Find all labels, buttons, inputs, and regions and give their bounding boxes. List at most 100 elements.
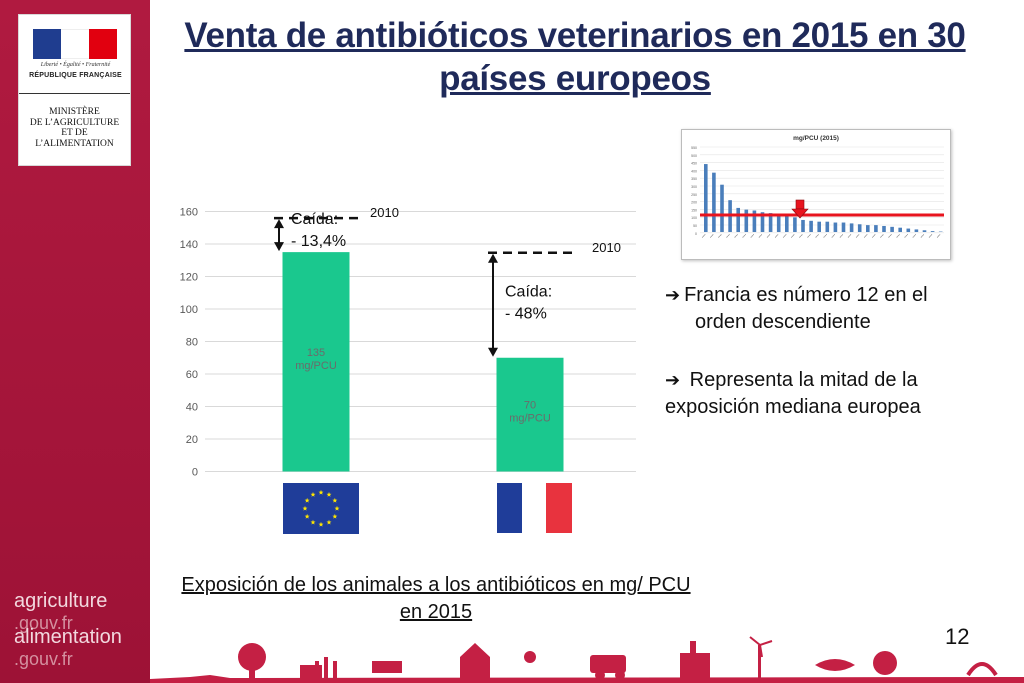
thumbnail-category-tick: ▪▪▪▪: [911, 233, 917, 239]
thumbnail-bar: [785, 215, 789, 232]
thumbnail-bar: [752, 210, 757, 232]
thumbnail-category-tick: ▪▪▪▪: [774, 233, 780, 239]
y-axis-ticks: 0 20 40 60 80 100 120 140 160: [180, 207, 198, 479]
thumbnail-bar: [776, 214, 781, 232]
thumbnail-tick-label: 350: [691, 177, 697, 181]
thumbnail-chart-svg: mg/PCU (2015) 55050045040035030025020015…: [691, 135, 944, 239]
thumbnail-bar: [857, 224, 862, 232]
bar-value-label: 135: [307, 347, 325, 359]
bar-value-label: 70: [524, 400, 536, 412]
thumbnail-tick-label: 0: [695, 232, 697, 236]
thumbnail-tick-label: 400: [691, 169, 697, 173]
eu-star: [304, 513, 310, 519]
ministry-name: MINISTÈRE DE L’AGRICULTURE ET DE L’ALIME…: [29, 107, 120, 149]
y-tick-label: 80: [186, 337, 198, 349]
thumbnail-category-tick: ▪▪▪▪: [846, 233, 852, 239]
thumbnail-bar: [882, 225, 886, 232]
thumbnail-category-tick: ▪▪▪▪: [895, 233, 901, 239]
eu-star: [332, 497, 338, 503]
y-tick-label: 40: [186, 402, 198, 414]
thumbnail-category-tick: ▪▪▪▪: [733, 233, 739, 239]
page-number: 12: [945, 624, 970, 649]
thumbnail-category-labels: ▪▪▪▪ ▪▪▪▪ ▪▪▪▪ ▪▪▪▪ ▪▪▪▪ ▪▪▪▪ ▪▪▪▪ ▪▪▪▪ ▪▪▪▪ ▪▪▪▪…: [701, 233, 942, 239]
y-tick-label: 20: [186, 434, 198, 446]
thumbnail-bar: [898, 227, 902, 232]
thumbnail-bar: [906, 228, 911, 232]
thumbnail-category-tick: ▪▪▪▪: [863, 233, 869, 239]
sidebar: Liberté • Égalité • Fraternité RÉPUBLIQU…: [0, 0, 150, 683]
eu-star: [318, 489, 324, 495]
ministry-logo: Liberté • Égalité • Fraternité RÉPUBLIQU…: [18, 14, 131, 166]
thumbnail-tick-label: 300: [691, 185, 697, 189]
drop-value: - 13,4%: [291, 233, 346, 250]
thumbnail-bar: [712, 172, 716, 232]
bar-francia: [496, 357, 564, 472]
thumbnail-category-tick: ▪▪▪▪: [741, 233, 747, 239]
thumbnail-tick-label: 250: [691, 193, 697, 197]
brand-alimentation: alimentation .gouv.fr: [14, 626, 122, 669]
eu-star: [326, 519, 332, 525]
thumbnail-bar: [849, 223, 854, 232]
y-tick-label: 160: [180, 207, 198, 219]
thumbnail-bar: [736, 207, 740, 232]
bar-europa: [282, 252, 350, 472]
eu-flag-icon: [283, 483, 359, 534]
thumbnail-category-tick: ▪▪▪▪: [822, 233, 828, 239]
y-tick-label: 60: [186, 369, 198, 381]
thumbnail-category-tick: ▪▪▪▪: [749, 233, 755, 239]
slide-title: Venta de antibióticos veterinarios en 20…: [184, 16, 966, 98]
logo-divider: [19, 93, 130, 94]
chart-annotations: 2010 Caída: - 13,4% 2010 Caída: - 48%: [274, 205, 621, 357]
thumbnail-bar: [890, 226, 894, 232]
eu-star: [310, 492, 316, 497]
thumbnail-tick-label: 450: [691, 162, 697, 166]
thumbnail-tick-label: 100: [691, 216, 697, 220]
eu-star: [304, 497, 310, 503]
republic-name: RÉPUBLIQUE FRANÇAISE: [29, 72, 122, 79]
french-flag-icon: [497, 483, 572, 533]
marianne-flag-icon: [33, 29, 117, 59]
brand-agriculture: agriculture .gouv.fr: [14, 590, 108, 633]
thumbnail-category-tick: ▪▪▪▪: [790, 233, 796, 239]
thumbnail-bar: [930, 231, 935, 232]
thumbnail-bar: [866, 225, 870, 232]
bar-value-label: mg/PCU: [295, 360, 337, 372]
thumbnail-category-tick: ▪▪▪▪: [887, 233, 893, 239]
thumbnail-category-tick: ▪▪▪▪: [871, 233, 877, 239]
thumbnail-bar: [801, 219, 805, 232]
thumbnail-category-tick: ▪▪▪▪: [879, 233, 885, 239]
thumbnail-category-tick: ▪▪▪▪: [765, 233, 771, 239]
thumbnail-category-tick: ▪▪▪▪: [757, 233, 763, 239]
thumbnail-tick-label: 550: [691, 146, 697, 150]
republic-motto: Liberté • Égalité • Fraternité: [40, 62, 111, 68]
thumbnail-tick-label: 200: [691, 201, 697, 205]
eu-star: [318, 521, 324, 527]
thumbnail-category-tick: ▪▪▪▪: [936, 233, 942, 239]
thumbnail-bar: [720, 184, 724, 232]
bullet-mitad-exposicion: ➔ Representa la mitad de la exposición m…: [665, 369, 921, 418]
thumbnail-bar: [841, 222, 846, 232]
thumbnail-bars: [704, 164, 943, 232]
reference-year-label: 2010: [592, 240, 621, 255]
thumbnail-chart: mg/PCU (2015) 550 500 450 400 350 300 250 200 15…: [681, 129, 951, 260]
arrow-right-icon: ➔: [665, 370, 681, 390]
y-tick-label: 0: [192, 467, 198, 479]
thumbnail-category-tick: ▪▪▪▪: [806, 233, 812, 239]
thumbnail-bar: [874, 225, 878, 232]
thumbnail-bar: [768, 213, 773, 232]
down-arrow-icon: [791, 199, 809, 219]
drop-value: - 48%: [505, 305, 547, 322]
thumbnail-category-tick: ▪▪▪▪: [927, 233, 933, 239]
arrow-right-icon: ➔: [665, 285, 681, 305]
thumbnail-title: mg/PCU (2015): [793, 135, 839, 142]
eu-star: [302, 505, 308, 511]
y-tick-label: 140: [180, 239, 198, 251]
thumbnail-category-tick: ▪▪▪▪: [838, 233, 844, 239]
thumbnail-category-tick: ▪▪▪▪: [782, 233, 788, 239]
thumbnail-bar: [817, 221, 821, 232]
eu-star: [326, 492, 332, 497]
thumbnail-bar: [914, 229, 919, 232]
thumbnail-category-tick: ▪▪▪▪: [701, 233, 707, 239]
